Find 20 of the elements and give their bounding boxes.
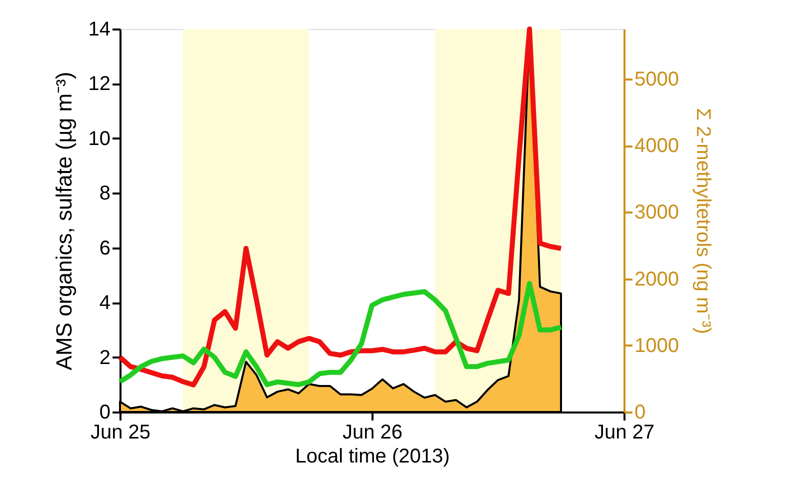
y-tick-label: 12 bbox=[88, 73, 110, 96]
y2-tick-label: 1000 bbox=[634, 334, 679, 357]
x-axis-title: Local time (2013) bbox=[295, 446, 450, 468]
y2-tick-label: 2000 bbox=[634, 268, 679, 290]
y-tick-label: 0 bbox=[99, 402, 110, 424]
y-tick-label: 4 bbox=[99, 292, 110, 314]
y-tick-label: 14 bbox=[88, 18, 110, 40]
y2-tick-label: 4000 bbox=[634, 135, 679, 158]
y2-tick-label: 3000 bbox=[634, 202, 679, 224]
x-tick-label: Jun 26 bbox=[342, 422, 403, 444]
y2-axis-title: Σ 2-methyltetrols (ng m⁻³) bbox=[692, 108, 714, 334]
y-tick-label: 6 bbox=[99, 237, 110, 260]
y-axis-title: AMS organics, sulfate (µg m⁻³) bbox=[51, 72, 76, 370]
y-tick-label: 10 bbox=[88, 128, 110, 150]
y2-tick-label: 0 bbox=[634, 402, 646, 424]
x-tick-label: Jun 25 bbox=[90, 422, 151, 444]
x-tick-label: Jun 27 bbox=[594, 422, 655, 444]
y-tick-label: 8 bbox=[99, 182, 110, 205]
y2-tick-label: 5000 bbox=[634, 68, 679, 90]
y-tick-label: 2 bbox=[99, 346, 110, 369]
